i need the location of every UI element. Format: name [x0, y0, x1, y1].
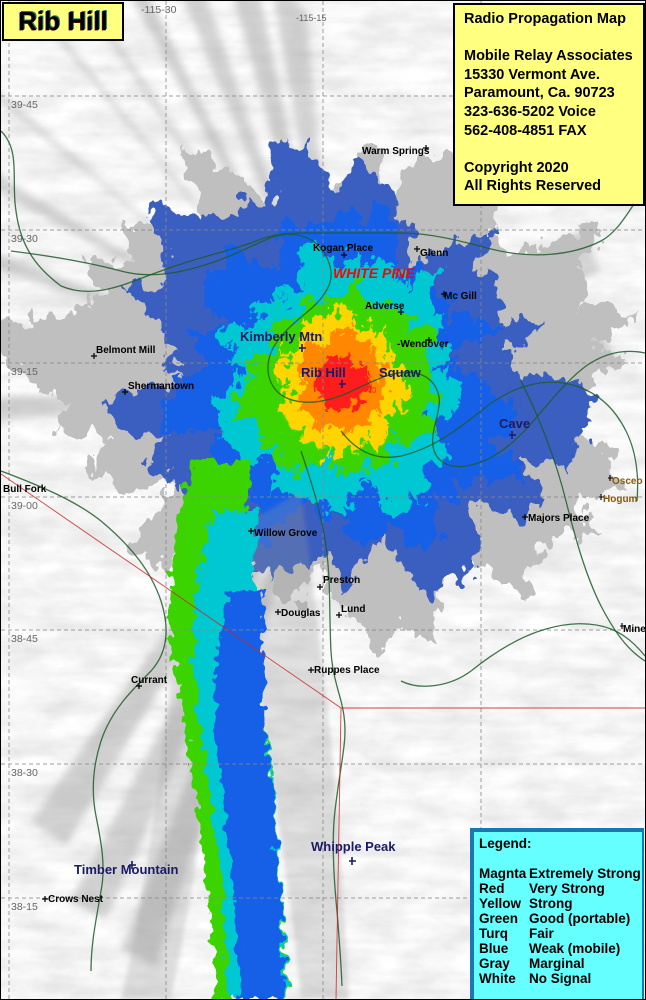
svg-text:Warm Springs: Warm Springs: [362, 146, 430, 157]
svg-text:-115-30: -115-30: [141, 4, 177, 16]
svg-text:Osceo: Osceo: [612, 476, 643, 487]
svg-text:38-15: 38-15: [11, 901, 38, 913]
svg-text:39-15: 39-15: [11, 366, 38, 378]
svg-text:Preston: Preston: [323, 575, 360, 586]
svg-text:Hogum: Hogum: [603, 494, 638, 505]
svg-text:38-30: 38-30: [11, 767, 38, 779]
svg-text:Whipple Peak: Whipple Peak: [311, 839, 396, 854]
svg-text:Adverse: Adverse: [365, 301, 405, 312]
svg-text:Glenn: Glenn: [420, 248, 448, 259]
svg-text:-Wendover: -Wendover: [397, 339, 449, 350]
svg-text:38-45: 38-45: [11, 633, 38, 645]
svg-text:Currant: Currant: [131, 675, 168, 686]
svg-text:Miner: Miner: [623, 624, 645, 635]
svg-text:Douglas: Douglas: [281, 608, 321, 619]
svg-text:Cave: Cave: [499, 416, 530, 431]
svg-text:Majors Place: Majors Place: [528, 513, 590, 524]
svg-text:Mc Gill: Mc Gill: [444, 291, 477, 302]
svg-text:Ruppes Place: Ruppes Place: [314, 665, 380, 676]
svg-text:Rib Hill: Rib Hill: [301, 365, 346, 380]
svg-text:-115-15: -115-15: [296, 13, 326, 23]
svg-text:Crows Nest: Crows Nest: [48, 894, 104, 905]
svg-text:Kimberly Mtn: Kimberly Mtn: [240, 329, 322, 344]
svg-text:Lund: Lund: [341, 604, 365, 615]
svg-text:Timber Mountain: Timber Mountain: [74, 862, 179, 877]
svg-text:Shermantown: Shermantown: [128, 381, 194, 392]
svg-text:Squaw: Squaw: [379, 365, 422, 380]
svg-text:Willow Grove: Willow Grove: [254, 528, 318, 539]
svg-text:Bull Fork: Bull Fork: [3, 484, 47, 495]
svg-text:Kogan Place: Kogan Place: [313, 243, 373, 254]
svg-text:39-00: 39-00: [11, 500, 38, 512]
svg-text:Belmont Mill: Belmont Mill: [96, 345, 156, 356]
svg-text:WHITE PINE: WHITE PINE: [333, 265, 415, 281]
svg-text:39-45: 39-45: [11, 99, 38, 111]
